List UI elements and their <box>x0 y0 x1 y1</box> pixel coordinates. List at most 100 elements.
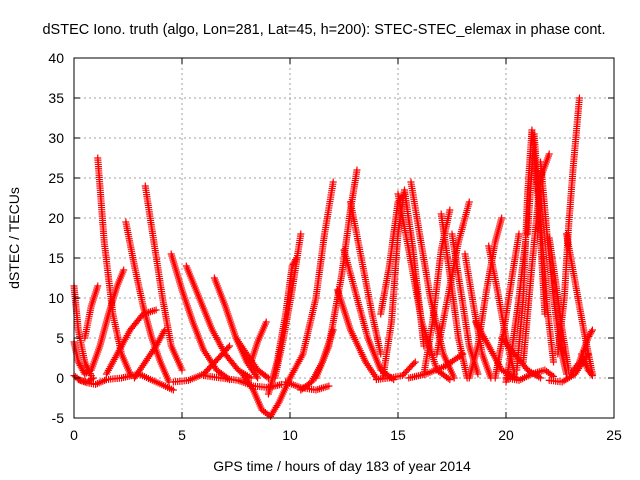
data-point <box>457 351 465 359</box>
data-point <box>446 206 454 214</box>
data-point <box>584 334 592 342</box>
y-tick-label: 5 <box>56 330 64 346</box>
data-point <box>537 374 545 382</box>
data-series <box>472 318 521 382</box>
data-point <box>474 370 482 378</box>
x-tick-label: 10 <box>282 427 298 443</box>
data-point <box>585 332 593 340</box>
data-point <box>94 282 102 290</box>
x-axis-label: GPS time / hours of day 183 of year 2014 <box>213 458 471 474</box>
data-point <box>80 378 88 386</box>
data-point <box>586 331 594 339</box>
data-point <box>459 350 467 358</box>
data-point <box>548 371 556 379</box>
data-series <box>524 130 558 366</box>
data-point <box>353 166 361 174</box>
y-tick-label: 25 <box>48 170 64 186</box>
x-tick-label: 20 <box>498 427 514 443</box>
y-axis-label: dSTEC / TECUs <box>6 187 22 289</box>
data-point <box>169 386 177 394</box>
data-point <box>247 374 255 382</box>
data-series <box>545 234 573 374</box>
y-tick-label: 40 <box>48 50 64 66</box>
chart-title: dSTEC Iono. truth (algo, Lon=281, Lat=45… <box>42 22 605 38</box>
data-point <box>587 370 595 378</box>
data-point <box>74 376 82 384</box>
y-tick-label: 10 <box>48 290 64 306</box>
data-series <box>74 376 110 388</box>
data-series <box>448 230 482 378</box>
data-series <box>81 282 102 342</box>
data-point <box>329 178 337 186</box>
x-ticks: 0 5 10 15 20 25 <box>70 58 622 443</box>
y-tick-label: 15 <box>48 250 64 266</box>
data-series <box>437 210 471 382</box>
data-series <box>372 358 419 384</box>
plot-frame <box>73 57 615 419</box>
data-point <box>325 382 333 390</box>
data-point <box>588 372 596 380</box>
data-point <box>411 358 419 366</box>
data-point <box>465 198 473 206</box>
data-point <box>545 150 553 158</box>
data-point <box>588 326 596 334</box>
data-point <box>78 377 86 385</box>
data-point <box>120 266 128 274</box>
data-series <box>182 262 255 382</box>
data-point <box>400 190 408 198</box>
y-tick-label: 35 <box>48 90 64 106</box>
data-point <box>89 374 97 382</box>
data-point <box>574 360 582 368</box>
data-series <box>167 250 234 384</box>
data-point <box>587 329 595 337</box>
data-point <box>178 366 186 374</box>
data-series <box>405 350 467 382</box>
x-tick-label: 5 <box>178 427 186 443</box>
data-point <box>588 328 596 336</box>
data-point <box>550 358 558 366</box>
y-tick-label: 30 <box>48 130 64 146</box>
data-series <box>420 206 454 378</box>
data-point <box>550 372 558 380</box>
data-point <box>277 380 285 388</box>
data-point <box>513 374 521 382</box>
data-series <box>562 230 596 378</box>
y-tick-label: -5 <box>52 410 65 426</box>
data-series <box>169 342 234 386</box>
data-series <box>346 198 385 358</box>
data-series <box>70 266 128 378</box>
data-point <box>446 376 454 384</box>
data-point <box>410 360 418 368</box>
data-series <box>210 274 262 382</box>
x-tick-label: 0 <box>70 427 78 443</box>
data-point <box>450 374 458 382</box>
data-point <box>81 378 89 386</box>
data-point <box>575 94 583 102</box>
data-series <box>340 246 398 384</box>
data-point <box>263 373 271 381</box>
x-tick-label: 15 <box>390 427 406 443</box>
data-point <box>297 230 305 238</box>
data-series <box>94 154 134 378</box>
data-series <box>122 218 173 386</box>
data-point <box>515 230 523 238</box>
data-point <box>262 318 270 326</box>
data-series <box>102 306 160 378</box>
data-point <box>224 344 232 351</box>
data-series <box>200 372 285 392</box>
data-point <box>498 214 506 222</box>
data-series <box>238 370 294 420</box>
y-tick-label: 0 <box>56 370 64 386</box>
x-tick-label: 25 <box>606 427 622 443</box>
data-series <box>334 286 380 382</box>
data-series <box>286 178 337 382</box>
data-point <box>161 326 169 334</box>
data-point <box>254 374 262 382</box>
data-point <box>226 342 234 350</box>
data-series <box>141 182 186 374</box>
data-series <box>271 230 305 382</box>
data-series <box>130 326 169 382</box>
plot-series <box>70 94 596 420</box>
data-point <box>76 376 84 384</box>
